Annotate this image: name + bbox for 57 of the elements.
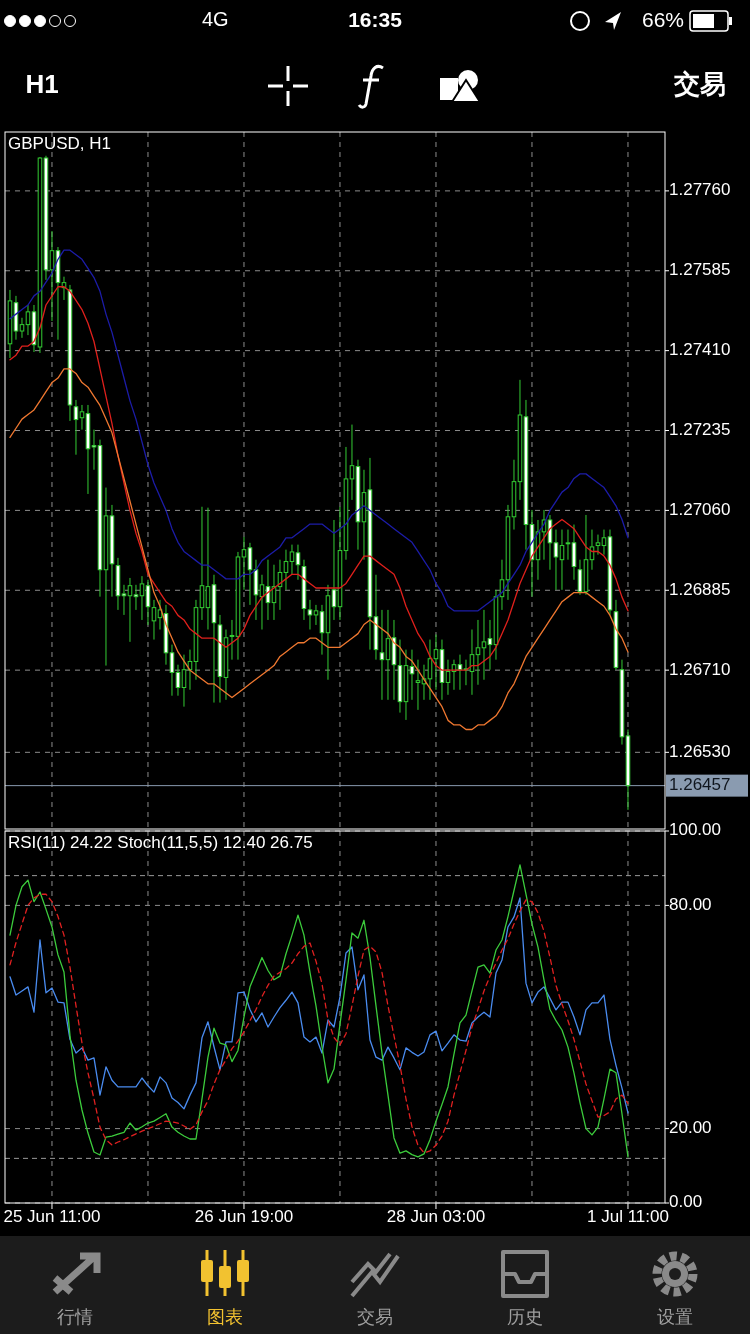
candlestick — [481, 609, 487, 681]
candlestick — [121, 584, 127, 616]
candlestick — [349, 424, 355, 501]
candlestick — [295, 544, 301, 581]
candlestick — [229, 619, 235, 661]
line-series — [9, 368, 629, 731]
candlestick — [601, 529, 607, 556]
y-tick-label: 1.27585 — [669, 260, 731, 280]
y-tick-label: 20.00 — [669, 1118, 712, 1138]
text: 16:35 — [348, 7, 403, 31]
y-tick-label: 1.26530 — [669, 741, 731, 761]
candlestick — [475, 619, 481, 686]
candlestick — [241, 536, 247, 591]
y-tick-label: 0.00 — [669, 1192, 703, 1212]
y-tick-label: 1.27060 — [669, 499, 731, 519]
line-series — [9, 249, 629, 612]
text: 66% — [641, 7, 684, 31]
text: 4G — [202, 8, 229, 31]
chart-title: RSI(11) 24.22 Stoch(11,5,5) 12.40 26.75 — [8, 833, 313, 853]
y-tick-label: 1.27410 — [669, 340, 731, 360]
candlestick — [73, 399, 79, 456]
candlestick — [25, 304, 31, 336]
x-tick-label: 25 Jun 11:00 — [3, 1207, 101, 1227]
candlestick — [133, 584, 139, 611]
text: 图表 — [207, 1306, 243, 1327]
y-tick-label: 1.27760 — [669, 180, 731, 200]
x-tick-label: 28 Jun 03:00 — [386, 1207, 486, 1227]
text: 历史 — [507, 1306, 543, 1327]
candlestick — [313, 604, 319, 626]
text: 交易 — [357, 1306, 393, 1327]
candlestick — [565, 529, 571, 561]
text: 行情 — [57, 1306, 93, 1327]
candlestick — [289, 544, 295, 576]
y-tick-label: 1.26885 — [669, 579, 731, 599]
ref-line-label: 1.26457 — [669, 775, 731, 795]
candlestick — [139, 575, 145, 621]
candlestick — [487, 619, 493, 671]
x-tick-label: 26 Jun 19:00 — [194, 1207, 294, 1227]
candlestick — [307, 599, 313, 631]
x-tick-label: 1 Jul 11:00 — [587, 1207, 669, 1227]
candlestick — [19, 317, 25, 339]
candlestick — [91, 429, 97, 471]
candlestick — [79, 404, 85, 431]
y-tick-label: 1.26710 — [669, 659, 731, 679]
candlestick — [151, 599, 157, 641]
text: 交易 — [673, 68, 726, 99]
y-tick-label: 1.27235 — [669, 420, 731, 439]
y-tick-label: 100.00 — [669, 820, 721, 840]
text: H1 — [25, 68, 59, 99]
candlestick — [415, 659, 421, 711]
y-tick-label: 80.00 — [669, 894, 712, 914]
candlestick — [553, 529, 559, 591]
text: 设置 — [657, 1306, 693, 1327]
chart-title: GBPUSD, H1 — [8, 134, 111, 154]
candlestick — [379, 609, 385, 701]
line-series — [9, 897, 629, 1114]
candlestick — [595, 534, 601, 556]
